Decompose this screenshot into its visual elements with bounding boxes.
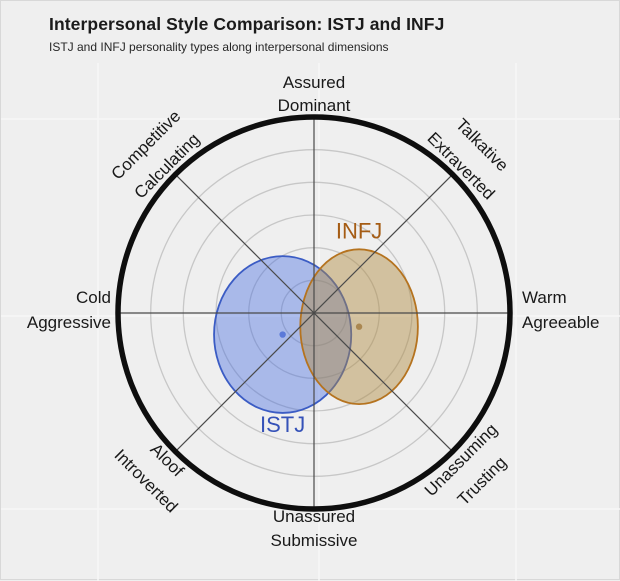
- octant-label-top: Assured: [283, 73, 345, 92]
- series-center-dots: [279, 323, 363, 338]
- page-title: Interpersonal Style Comparison: ISTJ and…: [49, 14, 445, 34]
- series-ellipses: [213, 248, 419, 414]
- outer-circle: [115, 114, 513, 512]
- octant-label-right: Warm: [522, 288, 567, 307]
- octant-label-right: Agreeable: [522, 313, 600, 332]
- istj-center-dot: [279, 331, 286, 338]
- octant-label-bottom: Submissive: [271, 531, 358, 550]
- octant-label-bottom: Unassured: [273, 507, 355, 526]
- infj-center-dot: [355, 323, 363, 330]
- diagonal-axis-line: [174, 173, 454, 453]
- page-subtitle: ISTJ and INFJ personality types along in…: [49, 40, 389, 54]
- infj-label: INFJ: [336, 218, 382, 243]
- radial-spokes: [118, 117, 510, 509]
- octant-label-top: Dominant: [278, 96, 351, 115]
- octant-label-left: Cold: [76, 288, 111, 307]
- istj-label: ISTJ: [260, 412, 305, 437]
- octant-label-left: Aggressive: [27, 313, 111, 332]
